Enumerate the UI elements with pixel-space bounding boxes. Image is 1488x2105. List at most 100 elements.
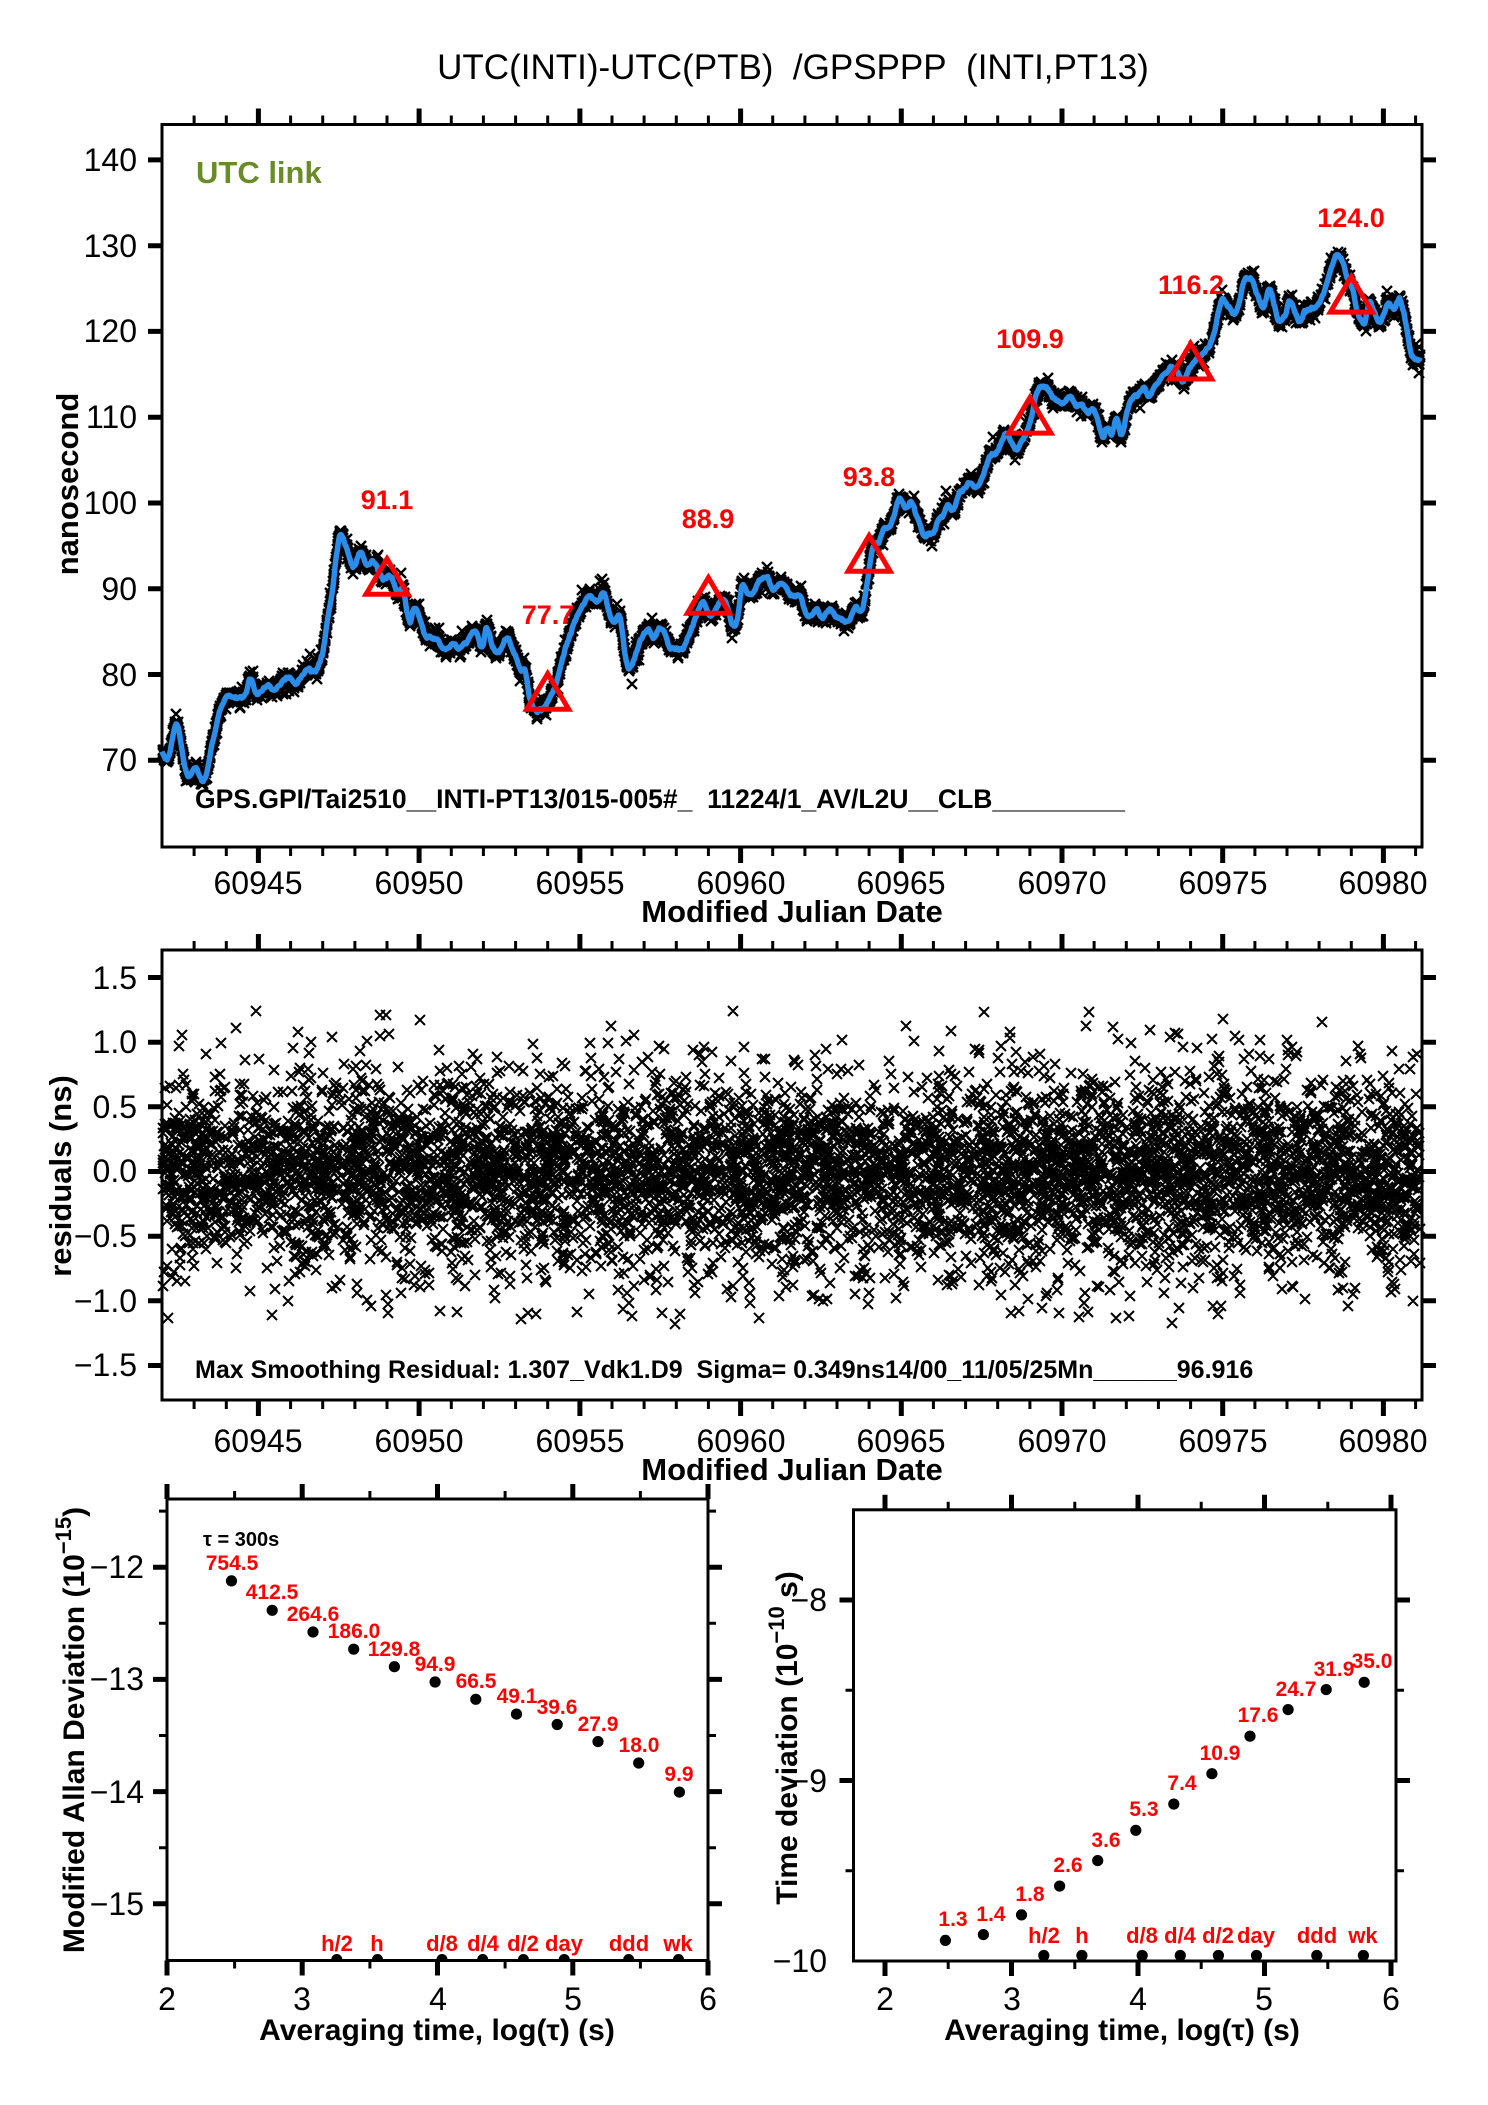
svg-text:−1.5: −1.5	[74, 1347, 137, 1383]
svg-text:6: 6	[1382, 1981, 1400, 2017]
svg-text:17.6: 17.6	[1238, 1704, 1279, 1727]
svg-text:77.7: 77.7	[522, 600, 575, 630]
svg-text:70: 70	[101, 742, 137, 778]
svg-text:60945: 60945	[214, 865, 303, 901]
svg-text:18.0: 18.0	[619, 1734, 660, 1757]
svg-text:1.8: 1.8	[1015, 1883, 1045, 1906]
svg-text:Max Smoothing Residual: 1.307_: Max Smoothing Residual: 1.307_Vdk1.D9 Si…	[195, 1356, 1253, 1384]
svg-text:d/2: d/2	[1202, 1923, 1234, 1948]
svg-text:h/2: h/2	[321, 1931, 353, 1956]
svg-text:h/2: h/2	[1028, 1923, 1060, 1948]
svg-text:60965: 60965	[857, 865, 946, 901]
svg-text:5: 5	[564, 1981, 582, 2017]
svg-text:9.9: 9.9	[664, 1763, 693, 1786]
svg-text:60950: 60950	[375, 1423, 464, 1459]
svg-text:d/2: d/2	[507, 1931, 539, 1956]
svg-text:1.0: 1.0	[93, 1024, 137, 1060]
svg-text:7.4: 7.4	[1167, 1772, 1197, 1795]
svg-text:Modified Julian Date: Modified Julian Date	[641, 1452, 942, 1487]
svg-text:412.5: 412.5	[246, 1581, 299, 1604]
svg-text:h: h	[1075, 1923, 1088, 1948]
svg-text:100: 100	[84, 485, 137, 521]
svg-text:−9: −9	[791, 1763, 827, 1799]
svg-text:60945: 60945	[214, 1423, 303, 1459]
svg-text:Averaging time, log(τ) (s): Averaging time, log(τ) (s)	[944, 2014, 1300, 2047]
svg-text:754.5: 754.5	[206, 1552, 259, 1575]
svg-text:6: 6	[699, 1981, 717, 2017]
svg-text:h: h	[370, 1931, 383, 1956]
svg-text:130: 130	[84, 228, 137, 264]
svg-text:UTC link: UTC link	[196, 155, 322, 190]
svg-text:60960: 60960	[697, 1423, 786, 1459]
svg-text:−13: −13	[90, 1661, 144, 1697]
svg-text:ddd: ddd	[609, 1931, 649, 1956]
svg-text:116.2: 116.2	[1158, 270, 1224, 300]
svg-text:d/4: d/4	[467, 1931, 500, 1956]
svg-text:5: 5	[1255, 1981, 1273, 2017]
svg-text:140: 140	[84, 142, 137, 178]
svg-text:60965: 60965	[857, 1423, 946, 1459]
svg-text:−8: −8	[791, 1582, 827, 1618]
svg-text:day: day	[545, 1931, 584, 1956]
svg-text:264.6: 264.6	[287, 1603, 340, 1626]
svg-text:94.9: 94.9	[415, 1653, 456, 1676]
svg-text:nanosecond: nanosecond	[50, 393, 85, 576]
svg-text:60970: 60970	[1018, 1423, 1107, 1459]
svg-text:24.7: 24.7	[1276, 1678, 1317, 1701]
svg-text:1.4: 1.4	[976, 1903, 1006, 1926]
svg-text:d/4: d/4	[1164, 1923, 1197, 1948]
svg-text:110: 110	[86, 399, 137, 435]
svg-text:τ = 300s: τ = 300s	[203, 1529, 279, 1551]
svg-text:wk: wk	[1347, 1923, 1378, 1948]
svg-text:−0.5: −0.5	[74, 1218, 137, 1254]
svg-text:UTC(INTI)-UTC(PTB) /GPSPPP (: UTC(INTI)-UTC(PTB) /GPSPPP (INTI,PT13)	[437, 48, 1149, 87]
svg-text:60980: 60980	[1339, 865, 1428, 901]
svg-text:ddd: ddd	[1297, 1923, 1337, 1948]
svg-text:10.9: 10.9	[1200, 1742, 1241, 1765]
svg-text:Averaging time, log(τ) (s): Averaging time, log(τ) (s)	[259, 2014, 615, 2047]
svg-text:60955: 60955	[536, 865, 625, 901]
svg-text:residuals (ns): residuals (ns)	[43, 1075, 78, 1277]
svg-text:60955: 60955	[536, 1423, 625, 1459]
svg-text:35.0: 35.0	[1352, 1650, 1393, 1673]
svg-text:27.9: 27.9	[578, 1713, 619, 1736]
svg-text:60950: 60950	[375, 865, 464, 901]
svg-text:−12: −12	[90, 1549, 144, 1585]
svg-text:90: 90	[101, 571, 137, 607]
svg-text:2: 2	[158, 1981, 176, 2017]
svg-text:66.5: 66.5	[456, 1670, 497, 1693]
svg-text:Modified Allan Deviation (10−1: Modified Allan Deviation (10−15)	[51, 1507, 91, 1953]
svg-text:0.5: 0.5	[93, 1089, 137, 1125]
svg-text:93.8: 93.8	[843, 462, 896, 492]
svg-text:1.5: 1.5	[93, 960, 137, 996]
svg-text:3.6: 3.6	[1091, 1829, 1120, 1852]
svg-text:wk: wk	[662, 1931, 693, 1956]
svg-text:−10: −10	[773, 1943, 827, 1979]
svg-text:80: 80	[101, 657, 137, 693]
svg-text:60975: 60975	[1179, 1423, 1268, 1459]
svg-text:−15: −15	[90, 1886, 144, 1922]
svg-text:day: day	[1237, 1923, 1276, 1948]
svg-text:120: 120	[84, 313, 137, 349]
svg-text:60980: 60980	[1339, 1423, 1428, 1459]
svg-text:2.6: 2.6	[1053, 1854, 1082, 1877]
svg-text:186.0: 186.0	[328, 1620, 381, 1643]
svg-text:5.3: 5.3	[1129, 1798, 1158, 1821]
svg-text:49.1: 49.1	[497, 1685, 538, 1708]
svg-text:−1.0: −1.0	[74, 1283, 137, 1319]
svg-text:39.6: 39.6	[537, 1696, 578, 1719]
svg-text:−14: −14	[90, 1774, 144, 1810]
svg-text:3: 3	[1003, 1981, 1021, 2017]
svg-text:d/8: d/8	[1126, 1923, 1158, 1948]
svg-text:3: 3	[293, 1981, 311, 2017]
svg-text:d/8: d/8	[426, 1931, 458, 1956]
svg-text:0.0: 0.0	[93, 1153, 137, 1189]
svg-text:60960: 60960	[697, 865, 786, 901]
svg-text:4: 4	[1129, 1981, 1147, 2017]
svg-text:129.8: 129.8	[368, 1638, 421, 1661]
svg-text:88.9: 88.9	[682, 504, 735, 534]
svg-text:60970: 60970	[1018, 865, 1107, 901]
svg-text:60975: 60975	[1179, 865, 1268, 901]
svg-text:109.9: 109.9	[996, 324, 1064, 354]
svg-text:1.3: 1.3	[938, 1908, 967, 1931]
